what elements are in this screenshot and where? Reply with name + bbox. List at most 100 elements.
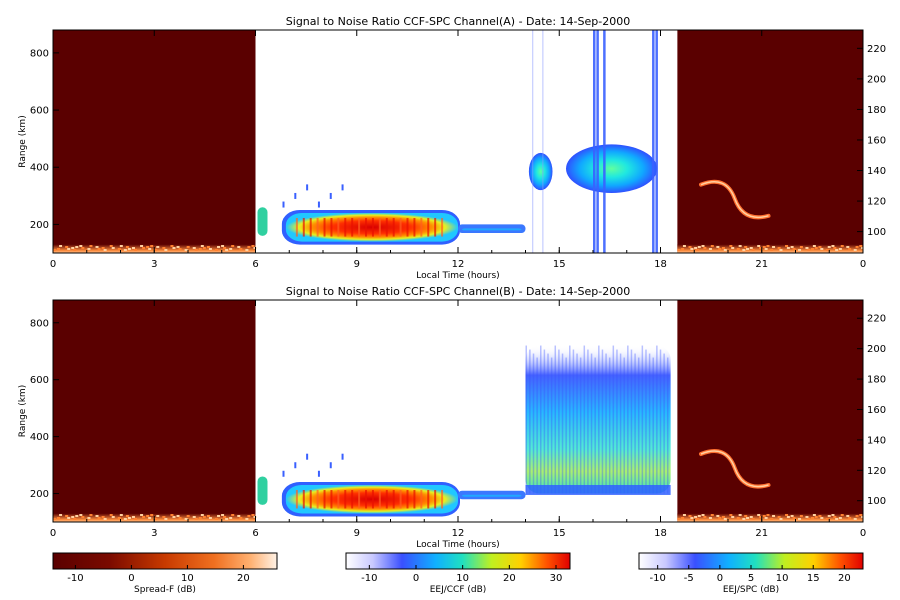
echo-speckle [798,518,802,520]
echo-speckle [223,247,227,249]
echo-speckle [206,246,210,248]
y-axis-label: Range (km) [18,385,28,437]
colorbar-tick-label: -10 [67,573,83,584]
echo-speckle [65,515,69,517]
echo-speckle [790,515,794,517]
echo-speckle [81,516,85,518]
echo-speckle [681,517,685,519]
echo-speckle [825,249,829,251]
echo-speckle [101,516,105,518]
echo-speckle [681,248,685,250]
colorbar-3: -10 -5 0 5 10 15 20 EEJ/SPC (dB) [638,552,864,595]
echo-speckle [186,515,190,517]
echo-speckle [229,517,233,519]
echo-stripe [302,217,305,237]
echo-speckle [772,246,776,248]
echo-speckle [123,249,127,251]
x-tick-label: 6 [252,528,258,539]
interference-line [532,30,534,253]
echo-speckle [846,515,850,517]
echo-stripe [420,217,423,237]
echo-speckle [716,515,720,517]
plume-stripe [540,345,542,494]
echo-speckle [807,249,811,251]
echo-speckle [215,249,218,251]
echo-speckle [729,245,733,247]
colorbar-tick-label: 15 [807,573,820,584]
plume-stripe [627,345,629,494]
echo-speckle [221,245,225,247]
x-tick-label: 12 [452,528,465,539]
echo-speckle [162,516,166,518]
echo-speckle [703,516,707,518]
interference-line [542,30,544,253]
echo-speckle [57,517,61,519]
echo-speckle [239,517,243,519]
echo-speckle [176,246,180,248]
x-tick-label: 18 [654,528,667,539]
echo-speckle [282,470,285,477]
echo-speckle [109,245,113,247]
y2-tick-label: 160 [867,405,886,416]
colorbar-tick-label: -10 [649,573,665,584]
echo-speckle [198,517,202,519]
colorbar-gradient [52,552,278,570]
echo-speckle [855,515,859,517]
x-tick-label: 12 [452,259,465,270]
plume-stripe [623,357,625,494]
plume-stripe [645,349,647,494]
echo-speckle [184,518,188,520]
echo-stripe [371,217,374,237]
echo-speckle [329,462,332,469]
y2-tick-label: 200 [867,74,886,85]
echo-speckle [146,246,150,248]
plume-stripe [543,349,546,494]
echo-speckle [140,514,144,516]
echo-speckle [779,249,783,251]
interference-line [596,30,599,253]
echo-speckle [131,516,135,518]
echo-stripe [385,217,388,237]
echo-speckle [703,247,707,249]
chart-title: Signal to Noise Ratio CCF-SPC Channel(A)… [286,15,630,28]
echo-speckle [294,192,297,199]
echo-stripe [406,490,409,509]
echo-speckle [770,249,774,251]
echo-speckle [341,453,344,460]
echo-speckle [838,517,842,519]
plot-area [53,300,863,522]
echo-speckle [772,515,776,517]
y-tick-label: 400 [30,163,49,174]
echo-speckle [721,247,725,249]
echo-speckle [215,518,218,520]
chart-panel-b: 0 3 6 9 12 15 18 21 0 200 400 600 800 100 120 140 160 180… [18,285,886,550]
y-tick-label: 200 [30,489,49,500]
echo-speckle [208,248,212,250]
echo-speckle [67,517,71,519]
echo-speckle [859,514,863,516]
echo-speckle [142,247,146,249]
echo-speckle [156,246,160,248]
echo-speckle [853,518,857,520]
echo-speckle [239,248,243,250]
y2-tick-label: 140 [867,435,886,446]
echo-speckle [131,247,135,249]
echo-speckle [718,248,722,250]
colorbar-1: -10 0 10 20 Spread-F (dB) [52,552,278,595]
echo-speckle [690,248,694,250]
echo-speckle [329,192,332,199]
echo-speckle [811,248,815,250]
echo-speckle [200,514,204,516]
y-tick-label: 800 [30,48,49,59]
echo-speckle [861,516,863,518]
echo-speckle [172,516,176,518]
echo-speckle [833,516,837,518]
echo-speckle [827,515,831,517]
echo-speckle [697,515,701,517]
echo-speckle [217,515,221,517]
x-tick-label: 0 [50,528,56,539]
echo-speckle [103,249,107,251]
echo-speckle [688,515,692,517]
echo-stripe [344,490,347,509]
echo-speckle [217,246,221,248]
